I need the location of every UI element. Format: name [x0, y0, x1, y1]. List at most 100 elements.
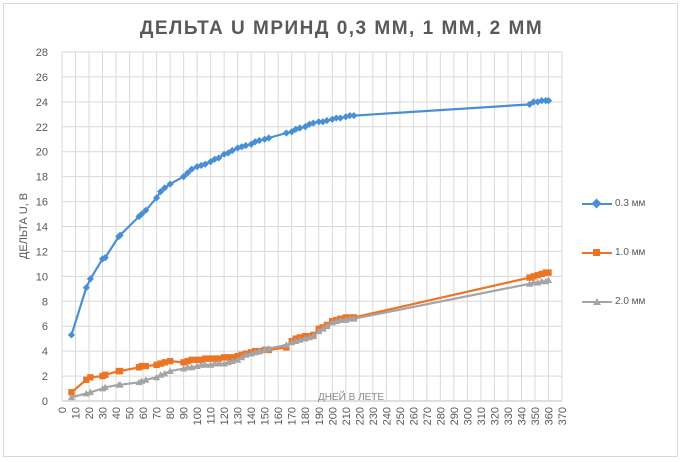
data-point [296, 124, 304, 132]
data-point [346, 111, 354, 120]
data-point [207, 355, 214, 362]
data-point [242, 141, 250, 150]
x-tick-label: 50 [125, 407, 137, 419]
data-point [67, 393, 76, 401]
legend-label: 2.0 мм [615, 296, 646, 307]
legend-entry-1: 1.0 мм [582, 247, 645, 258]
data-point [138, 210, 146, 218]
data-point [166, 180, 174, 188]
data-point [83, 376, 90, 384]
data-point [282, 341, 290, 348]
x-tick-label: 140 [246, 407, 258, 425]
data-point [101, 254, 109, 262]
data-point [336, 316, 344, 323]
data-point [545, 269, 552, 276]
y-tick-label: 4 [42, 346, 48, 358]
data-point [323, 322, 331, 330]
x-tick-label: 310 [476, 407, 488, 425]
data-point [234, 352, 241, 360]
data-point [215, 360, 223, 367]
x-tick-label: 20 [84, 407, 96, 419]
data-point [153, 361, 160, 369]
y-tick-label: 0 [42, 396, 48, 408]
x-tick-label: 10 [71, 407, 83, 419]
data-point [161, 184, 169, 192]
data-point [342, 113, 350, 121]
data-point [82, 283, 90, 292]
data-point [184, 357, 191, 365]
data-point [68, 389, 75, 396]
y-tick-label: 16 [36, 197, 48, 209]
data-point [265, 134, 273, 142]
data-point [282, 129, 290, 137]
data-point [161, 359, 168, 366]
data-point [538, 97, 546, 105]
x-tick-label: 320 [489, 407, 501, 425]
x-tick-label: 40 [111, 407, 123, 419]
data-point [166, 367, 174, 374]
data-point [180, 173, 188, 181]
data-point [215, 355, 222, 362]
y-tick-label: 22 [36, 122, 48, 134]
x-tick-label: 200 [327, 407, 339, 425]
data-point [323, 116, 331, 125]
x-tick-label: 250 [395, 407, 407, 425]
data-point [193, 356, 201, 364]
y-tick-label: 28 [36, 47, 48, 59]
data-point [309, 119, 317, 127]
data-point [86, 388, 94, 396]
x-tick-label: 80 [165, 407, 177, 419]
data-point [225, 354, 232, 361]
x-tick-label: 240 [381, 407, 393, 425]
data-point [530, 98, 538, 106]
data-point [201, 361, 209, 368]
x-tick-label: 70 [152, 407, 164, 419]
x-tick-label: 340 [516, 407, 528, 425]
data-point [234, 356, 242, 363]
data-point [309, 332, 317, 340]
x-tick-label: 120 [219, 407, 231, 425]
x-tick-label: 270 [422, 407, 434, 425]
data-point [215, 154, 223, 162]
data-point [242, 351, 250, 358]
data-point [86, 275, 94, 283]
x-tick-label: 350 [530, 407, 542, 425]
data-point [228, 146, 236, 155]
legend-marker-icon [582, 248, 612, 258]
y-tick-label: 20 [36, 147, 48, 159]
x-tick-label: 190 [314, 407, 326, 425]
data-point [544, 97, 553, 105]
y-tick-label: 26 [36, 72, 48, 84]
x-tick-label: 160 [273, 407, 285, 425]
data-point [296, 336, 304, 343]
data-point [116, 381, 124, 388]
x-tick-label: 210 [341, 407, 353, 425]
data-point [138, 362, 145, 370]
data-point [157, 188, 165, 196]
data-point [336, 114, 344, 122]
data-point [116, 367, 124, 375]
legend-marker-icon [582, 198, 612, 209]
x-tick-label: 370 [557, 407, 569, 425]
x-tick-label: 170 [287, 407, 299, 425]
data-point [142, 362, 149, 370]
data-point [544, 276, 553, 283]
data-point [315, 327, 323, 335]
data-point [350, 111, 358, 120]
data-point [526, 274, 533, 281]
data-point [67, 331, 76, 339]
data-point [265, 345, 273, 352]
x-tick-label: 60 [138, 407, 150, 419]
data-point [201, 160, 209, 168]
series-2 [67, 276, 553, 401]
chart-frame [3, 3, 678, 457]
x-tick-label: 300 [462, 407, 474, 425]
data-point [228, 357, 236, 364]
data-point [534, 98, 542, 106]
y-tick-label: 6 [42, 321, 48, 333]
y-tick-label: 14 [36, 222, 48, 234]
data-point [87, 374, 94, 381]
x-tick-label: 100 [192, 407, 204, 425]
x-tick-label: 220 [354, 407, 366, 425]
